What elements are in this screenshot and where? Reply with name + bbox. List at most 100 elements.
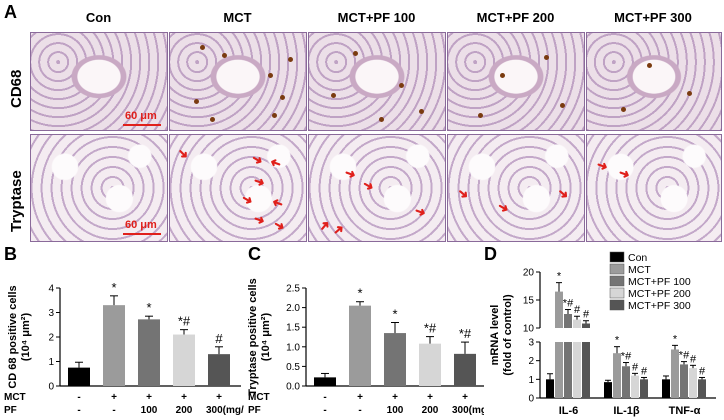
arrow-icon: ➜ [267,154,284,173]
y-tick-label: 2 [528,356,534,367]
bar [419,343,441,386]
pf-dose: 300(mg/kg) [206,405,244,416]
y-tick-label: 0 [48,382,54,393]
mct-row-label: MCT [4,392,26,403]
micrograph-tryptase-mct-pf-300: ➜ ➜ [586,134,722,242]
column-header-mct-pf-200: MCT+PF 200 [476,10,555,25]
pf-dose: - [77,405,80,416]
y-tick-label: 3 [48,308,54,319]
arrow-icon: ➜ [248,150,266,169]
column-header-mct-pf-100: MCT+PF 100 [337,10,416,25]
y-tick-label: 20 [523,268,535,279]
scale-bar [123,124,161,126]
significance-label: *# [178,314,191,329]
mct-sign: - [77,392,80,403]
arrow-icon: ➜ [251,210,268,229]
scale-bar-label: 60 μm [125,219,157,231]
bar [573,319,581,328]
y-tick-label: 10 [523,324,535,335]
mct-sign: + [216,392,222,403]
bar [208,354,230,386]
y-axis-label: mRNA level (fold of control) [489,294,514,376]
bar [631,375,639,398]
panel-letter-d: D [484,244,497,264]
bar [604,382,612,398]
arrow-icon: ➜ [270,216,288,235]
bar [680,364,688,398]
mct-sign: + [427,392,433,403]
significance-label: *# [459,326,472,341]
legend-swatch [609,275,625,287]
micrograph-tryptase-mct: ➜ ➜ ➜ ➜ ➜ ➜ ➜ ➜ [169,134,307,242]
micrograph-tryptase-mct-pf-200: ➜ ➜ ➜ [447,134,585,242]
significance-label: # [632,361,639,373]
legend-swatch [609,287,625,299]
scale-bar [123,233,161,235]
bar [573,342,581,398]
legend-label: MCT+PF 100 [628,276,691,288]
arrow-icon: ➜ [329,220,348,239]
micrograph-tryptase-mct-pf-100: ➜ ➜ ➜ ➜ ➜ [308,134,446,242]
bar [662,379,670,398]
bar [555,291,563,328]
bar [622,366,630,398]
bar [314,377,336,386]
x-category-label: TNF-α [669,405,701,417]
bar [546,379,554,398]
y-axis-label-line2: (fold of control) [502,294,514,376]
bar [349,305,371,386]
pf-row-label: PF [248,405,261,416]
bar [564,342,572,398]
mct-sign: + [357,392,363,403]
y-axis-label-line2: (10⁴ μm²) [20,313,32,362]
legend-swatch [609,263,625,275]
legend-swatch [609,299,625,311]
significance-label: # [215,331,223,346]
legend-label: MCT+PF 200 [628,288,691,300]
significance-label: # [641,365,648,377]
row-label-tryptase: Tryptase [8,170,25,232]
arrow-icon: ➜ [342,164,359,183]
bar [454,353,476,386]
y-tick-label: 2.0 [286,303,300,314]
bar [689,368,697,398]
y-tick-label: 0.5 [286,362,300,373]
pf-dose: - [323,405,326,416]
y-tick-label: 1.5 [286,323,300,334]
pf-dose: 100 [387,405,404,416]
pf-dose: 100 [141,405,158,416]
column-header-mct: MCT [223,10,252,25]
pf-dose: 300(mg/kg) [452,405,484,416]
arrow-icon: ➜ [238,190,256,209]
pf-dose: - [112,405,115,416]
panel-letter-a: A [4,2,17,22]
bar [555,342,563,398]
mct-row-label: MCT [248,392,270,403]
arrow-icon: ➜ [174,144,193,163]
mct-sign: - [323,392,326,403]
column-header-mct-pf-300: MCT+PF 300 [614,10,692,25]
bar [138,319,160,386]
y-tick-label: 1.0 [286,342,300,353]
mct-sign: + [111,392,117,403]
scale-bar-label: 60 μm [125,110,157,122]
legend-label: Con [628,252,647,264]
y-tick-label: 0 [528,394,534,405]
arrow-icon: ➜ [594,156,611,175]
significance-label: # [583,309,590,321]
arrow-icon: ➜ [554,184,573,203]
y-tick-label: 0.0 [286,382,300,393]
arrow-icon: ➜ [494,198,512,217]
x-category-label: IL-6 [559,405,579,417]
bar [640,379,648,398]
pf-dose: - [358,405,361,416]
pf-dose: 200 [422,405,439,416]
bar [173,334,195,386]
micrograph-cd68-mct-pf-300 [586,32,722,131]
significance-label: *# [679,350,690,362]
significance-label: * [111,280,116,295]
bar [582,323,590,328]
legend-swatch [609,251,625,263]
y-tick-label: 15 [523,296,535,307]
